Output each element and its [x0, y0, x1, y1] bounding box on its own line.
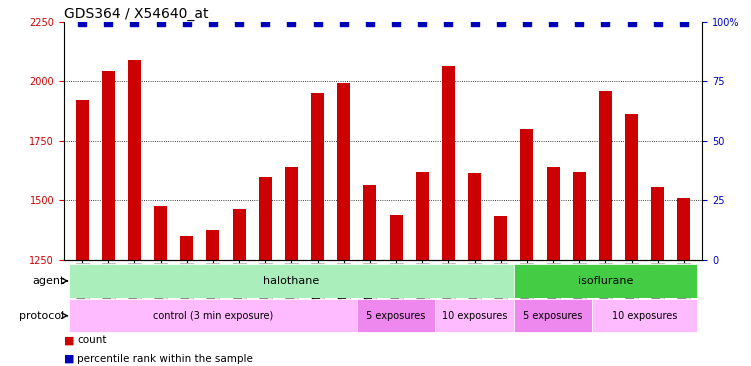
Point — [573, 19, 585, 25]
Bar — [154, 206, 167, 366]
Point — [599, 19, 611, 25]
Text: count: count — [77, 335, 107, 346]
Text: GDS364 / X54640_at: GDS364 / X54640_at — [64, 7, 208, 21]
Point — [285, 19, 297, 25]
Point — [626, 19, 638, 25]
Text: percentile rank within the sample: percentile rank within the sample — [77, 354, 253, 364]
Bar — [599, 91, 612, 366]
Point — [207, 19, 219, 25]
Bar — [547, 167, 559, 366]
Bar — [180, 236, 193, 366]
Point — [416, 19, 428, 25]
Point — [652, 19, 664, 25]
Text: halothane: halothane — [264, 276, 320, 286]
Point — [259, 19, 271, 25]
Bar — [207, 230, 219, 366]
Point — [521, 19, 533, 25]
Bar — [285, 167, 298, 366]
Text: protocol: protocol — [19, 311, 65, 321]
Point — [128, 19, 140, 25]
Bar — [390, 215, 403, 366]
Bar — [436, 299, 514, 332]
Bar — [102, 71, 115, 366]
Bar — [677, 198, 690, 366]
Bar — [233, 209, 246, 366]
Bar — [520, 129, 533, 366]
Bar — [573, 172, 586, 366]
Point — [233, 19, 245, 25]
Bar — [468, 173, 481, 366]
Point — [442, 19, 454, 25]
Bar — [69, 264, 514, 298]
Point — [547, 19, 559, 25]
Bar — [69, 299, 357, 332]
Text: 10 exposures: 10 exposures — [612, 311, 677, 321]
Text: isoflurane: isoflurane — [578, 276, 633, 286]
Bar — [259, 177, 272, 366]
Text: control (3 min exposure): control (3 min exposure) — [153, 311, 273, 321]
Bar — [311, 93, 324, 366]
Text: 5 exposures: 5 exposures — [523, 311, 583, 321]
Bar — [494, 216, 507, 366]
Text: ■: ■ — [64, 354, 74, 364]
Text: 10 exposures: 10 exposures — [442, 311, 507, 321]
Bar — [337, 83, 350, 366]
Bar — [651, 187, 664, 366]
Bar — [625, 113, 638, 366]
Text: 5 exposures: 5 exposures — [366, 311, 426, 321]
Point — [102, 19, 114, 25]
Point — [469, 19, 481, 25]
Bar — [128, 60, 141, 366]
Bar — [514, 299, 593, 332]
Bar — [363, 185, 376, 366]
Point — [495, 19, 507, 25]
Point — [390, 19, 402, 25]
Bar — [593, 299, 697, 332]
Text: ■: ■ — [64, 335, 74, 346]
Bar — [416, 172, 429, 366]
Point — [678, 19, 690, 25]
Bar — [514, 264, 697, 298]
Text: agent: agent — [32, 276, 65, 286]
Point — [312, 19, 324, 25]
Point — [155, 19, 167, 25]
Point — [76, 19, 88, 25]
Point — [181, 19, 193, 25]
Point — [338, 19, 350, 25]
Bar — [357, 299, 436, 332]
Point — [364, 19, 376, 25]
Bar — [442, 66, 455, 366]
Bar — [76, 101, 89, 366]
